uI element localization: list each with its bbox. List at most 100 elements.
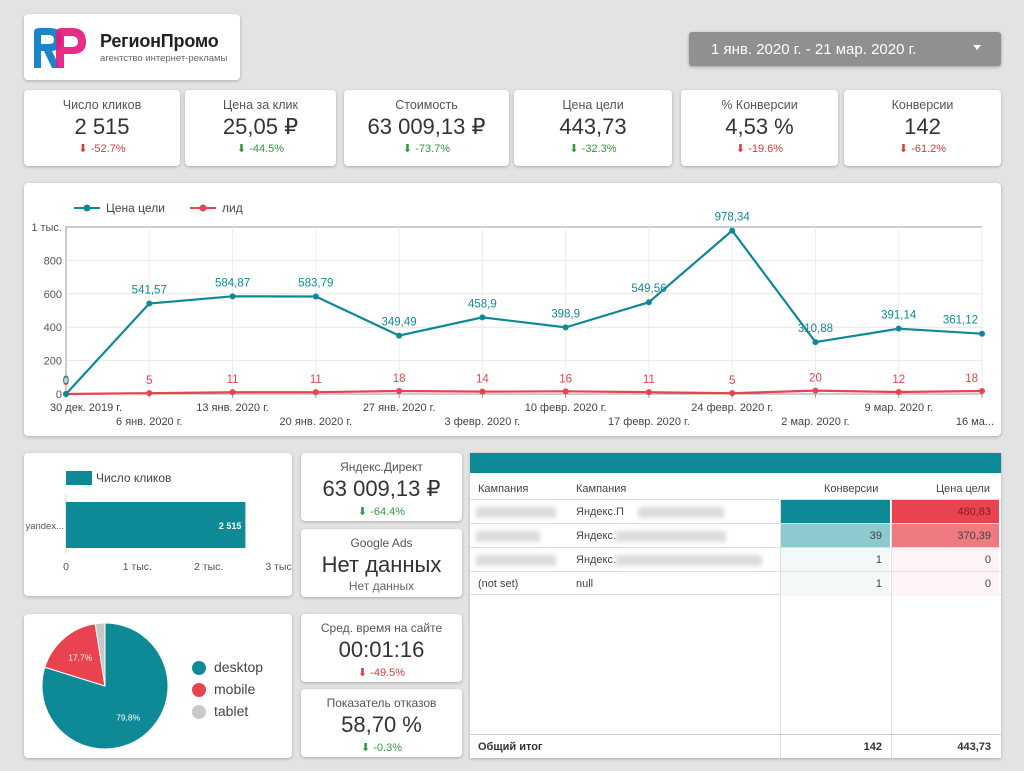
x-tick-label: 2 мар. 2020 г.: [781, 416, 849, 428]
yandex-direct-card: Яндекс.Директ 63 009,13 ₽ ⬇ -64.4%: [301, 453, 462, 521]
column-header-campaign[interactable]: Кампания: [478, 483, 529, 495]
column-header-conversions[interactable]: Конверсии: [824, 483, 879, 495]
card-label: Яндекс.Директ: [340, 460, 423, 474]
pie-legend: desktop mobile tablet: [192, 656, 263, 722]
redacted-text: [476, 531, 540, 542]
data-point: [895, 388, 902, 395]
kpi-value: 25,05 ₽: [222, 114, 299, 139]
series-line-lead: [65, 389, 983, 396]
table-total-row: Общий итог 142 443,73: [470, 734, 1001, 758]
data-label: 11: [310, 374, 322, 386]
table-row[interactable]: Яндекс. 39 370,39: [470, 523, 1001, 548]
logo-tagline: агентство интернет-рекламы: [100, 52, 228, 64]
y-tick-label: 0: [56, 389, 62, 401]
logo-card: РегионПромо агентство интернет-рекламы: [24, 14, 240, 80]
card-value: 00:01:16: [338, 637, 425, 662]
logo-name: РегионПромо: [100, 30, 219, 51]
data-label: 5: [729, 375, 735, 387]
arrow-down-icon: ⬇: [78, 143, 91, 155]
kpi-value: 443,73: [559, 114, 627, 139]
conversions-cell: [780, 500, 890, 524]
date-range-label: 1 янв. 2020 г. - 21 мар. 2020 г.: [711, 40, 917, 58]
legend-item-mobile[interactable]: mobile: [192, 678, 263, 700]
data-label: 391,14: [881, 310, 917, 322]
total-label: Общий итог: [478, 741, 543, 753]
bar-value-label: 2 515: [219, 521, 242, 531]
y-tick-label: 1 тыс.: [31, 222, 62, 234]
campaign-table: Кампания Кампания Конверсии Цена цели Ян…: [470, 453, 1001, 758]
date-range-selector[interactable]: 1 янв. 2020 г. - 21 мар. 2020 г.: [689, 32, 1001, 66]
kpi-change: ⬇ -19.6%: [735, 143, 784, 155]
kpi-change: ⬇ -32.3%: [569, 143, 617, 155]
line-chart-card: 0 200 400 600 800 1 тыс. 30 дек. 2019 г. 6 янв.…: [24, 183, 1001, 436]
bar-chart: Число кликов 2 515 yandex... 0 1 тыс. 2 тыс. 3…: [25, 471, 295, 573]
legend-item-desktop[interactable]: desktop: [192, 656, 263, 678]
data-point: [562, 324, 569, 331]
kpi-conversion-rate: % Конверсии 4,53 % ⬇ -19.6%: [681, 90, 838, 166]
redacted-text: [638, 507, 724, 518]
data-label: 0: [63, 376, 69, 388]
arrow-down-icon: ⬇: [236, 143, 250, 155]
kpi-clicks: Число кликов 2 515 ⬇ -52.7%: [24, 90, 180, 166]
kpi-goal-cost: Цена цели 443,73 ⬇ -32.3%: [514, 90, 672, 166]
kpi-label: Стоимость: [395, 98, 458, 112]
data-label: 310,88: [798, 323, 833, 335]
data-label: 549,56: [631, 283, 666, 295]
data-label: 20: [809, 373, 822, 385]
kpi-value: 63 009,13 ₽: [367, 114, 486, 139]
plot-frame: [65, 226, 983, 395]
campaign-id: (not set): [478, 578, 519, 590]
data-label: 12: [892, 374, 905, 386]
column-header-campaign-2[interactable]: Кампания: [576, 483, 627, 495]
y-tick-label: 600: [44, 289, 62, 301]
arrow-down-icon: ⬇: [569, 143, 582, 155]
data-point: [146, 390, 153, 397]
data-label: 978,34: [715, 212, 751, 224]
card-subvalue: Нет данных: [348, 579, 415, 593]
x-tick-label: 0: [63, 561, 69, 573]
table-row[interactable]: Яндекс. 1 0: [470, 547, 1001, 572]
table-row[interactable]: (not set) null 1 0: [470, 571, 1001, 596]
data-point: [645, 299, 652, 306]
pie-chart-card: 79,8% 17,7% desktop mobile tablet: [24, 614, 292, 758]
data-point: [979, 387, 985, 394]
x-tick-label: 24 февр. 2020 г.: [691, 402, 773, 414]
data-point: [396, 332, 403, 339]
avg-time-card: Сред. время на сайте 00:01:16 ⬇ -49.5%: [301, 614, 462, 682]
bar: [66, 502, 246, 548]
column-divider: [891, 499, 892, 758]
card-label: Сред. время на сайте: [320, 621, 443, 635]
goal-cost-cell: 0: [892, 548, 999, 572]
pie-chart: 79,8% 17,7%: [41, 622, 169, 750]
legend-marker: [83, 204, 91, 212]
x-tick-label: 17 февр. 2020 г.: [608, 416, 690, 428]
data-label: 0: [63, 375, 69, 387]
legend-label: Число кликов: [96, 471, 171, 485]
arrow-down-icon: ⬇: [360, 742, 374, 754]
x-tick-label: 3 февр. 2020 г.: [445, 416, 521, 428]
tablet-dot-icon: [192, 705, 206, 720]
data-point: [562, 388, 569, 395]
kpi-change: ⬇ -61.2%: [898, 143, 947, 155]
kpi-conversions: Конверсии 142 ⬇ -61.2%: [844, 90, 1001, 166]
card-label: Google Ads: [350, 536, 413, 550]
conversions-cell: 39: [780, 524, 890, 548]
x-tick-label: 27 янв. 2020 г.: [363, 402, 436, 414]
table-row[interactable]: Яндекс.П 480,83: [470, 499, 1001, 524]
legend-item-tablet[interactable]: tablet: [192, 700, 263, 722]
data-point: [63, 391, 69, 397]
column-header-goal-cost[interactable]: Цена цели: [936, 483, 990, 495]
conversions-cell: 1: [780, 572, 890, 596]
kpi-change: ⬇ -73.7%: [402, 143, 451, 155]
kpi-label: % Конверсии: [721, 98, 798, 112]
data-label: 16: [559, 373, 572, 385]
card-change: ⬇ -64.4%: [357, 506, 406, 518]
card-value: 63 009,13 ₽: [322, 476, 441, 501]
data-point: [645, 389, 652, 396]
data-point: [729, 227, 736, 234]
kpi-label: Цена цели: [562, 98, 624, 112]
data-label: 584,87: [215, 277, 250, 289]
legend-label: лид: [222, 201, 243, 215]
regionpromo-logo-icon: [34, 28, 86, 68]
